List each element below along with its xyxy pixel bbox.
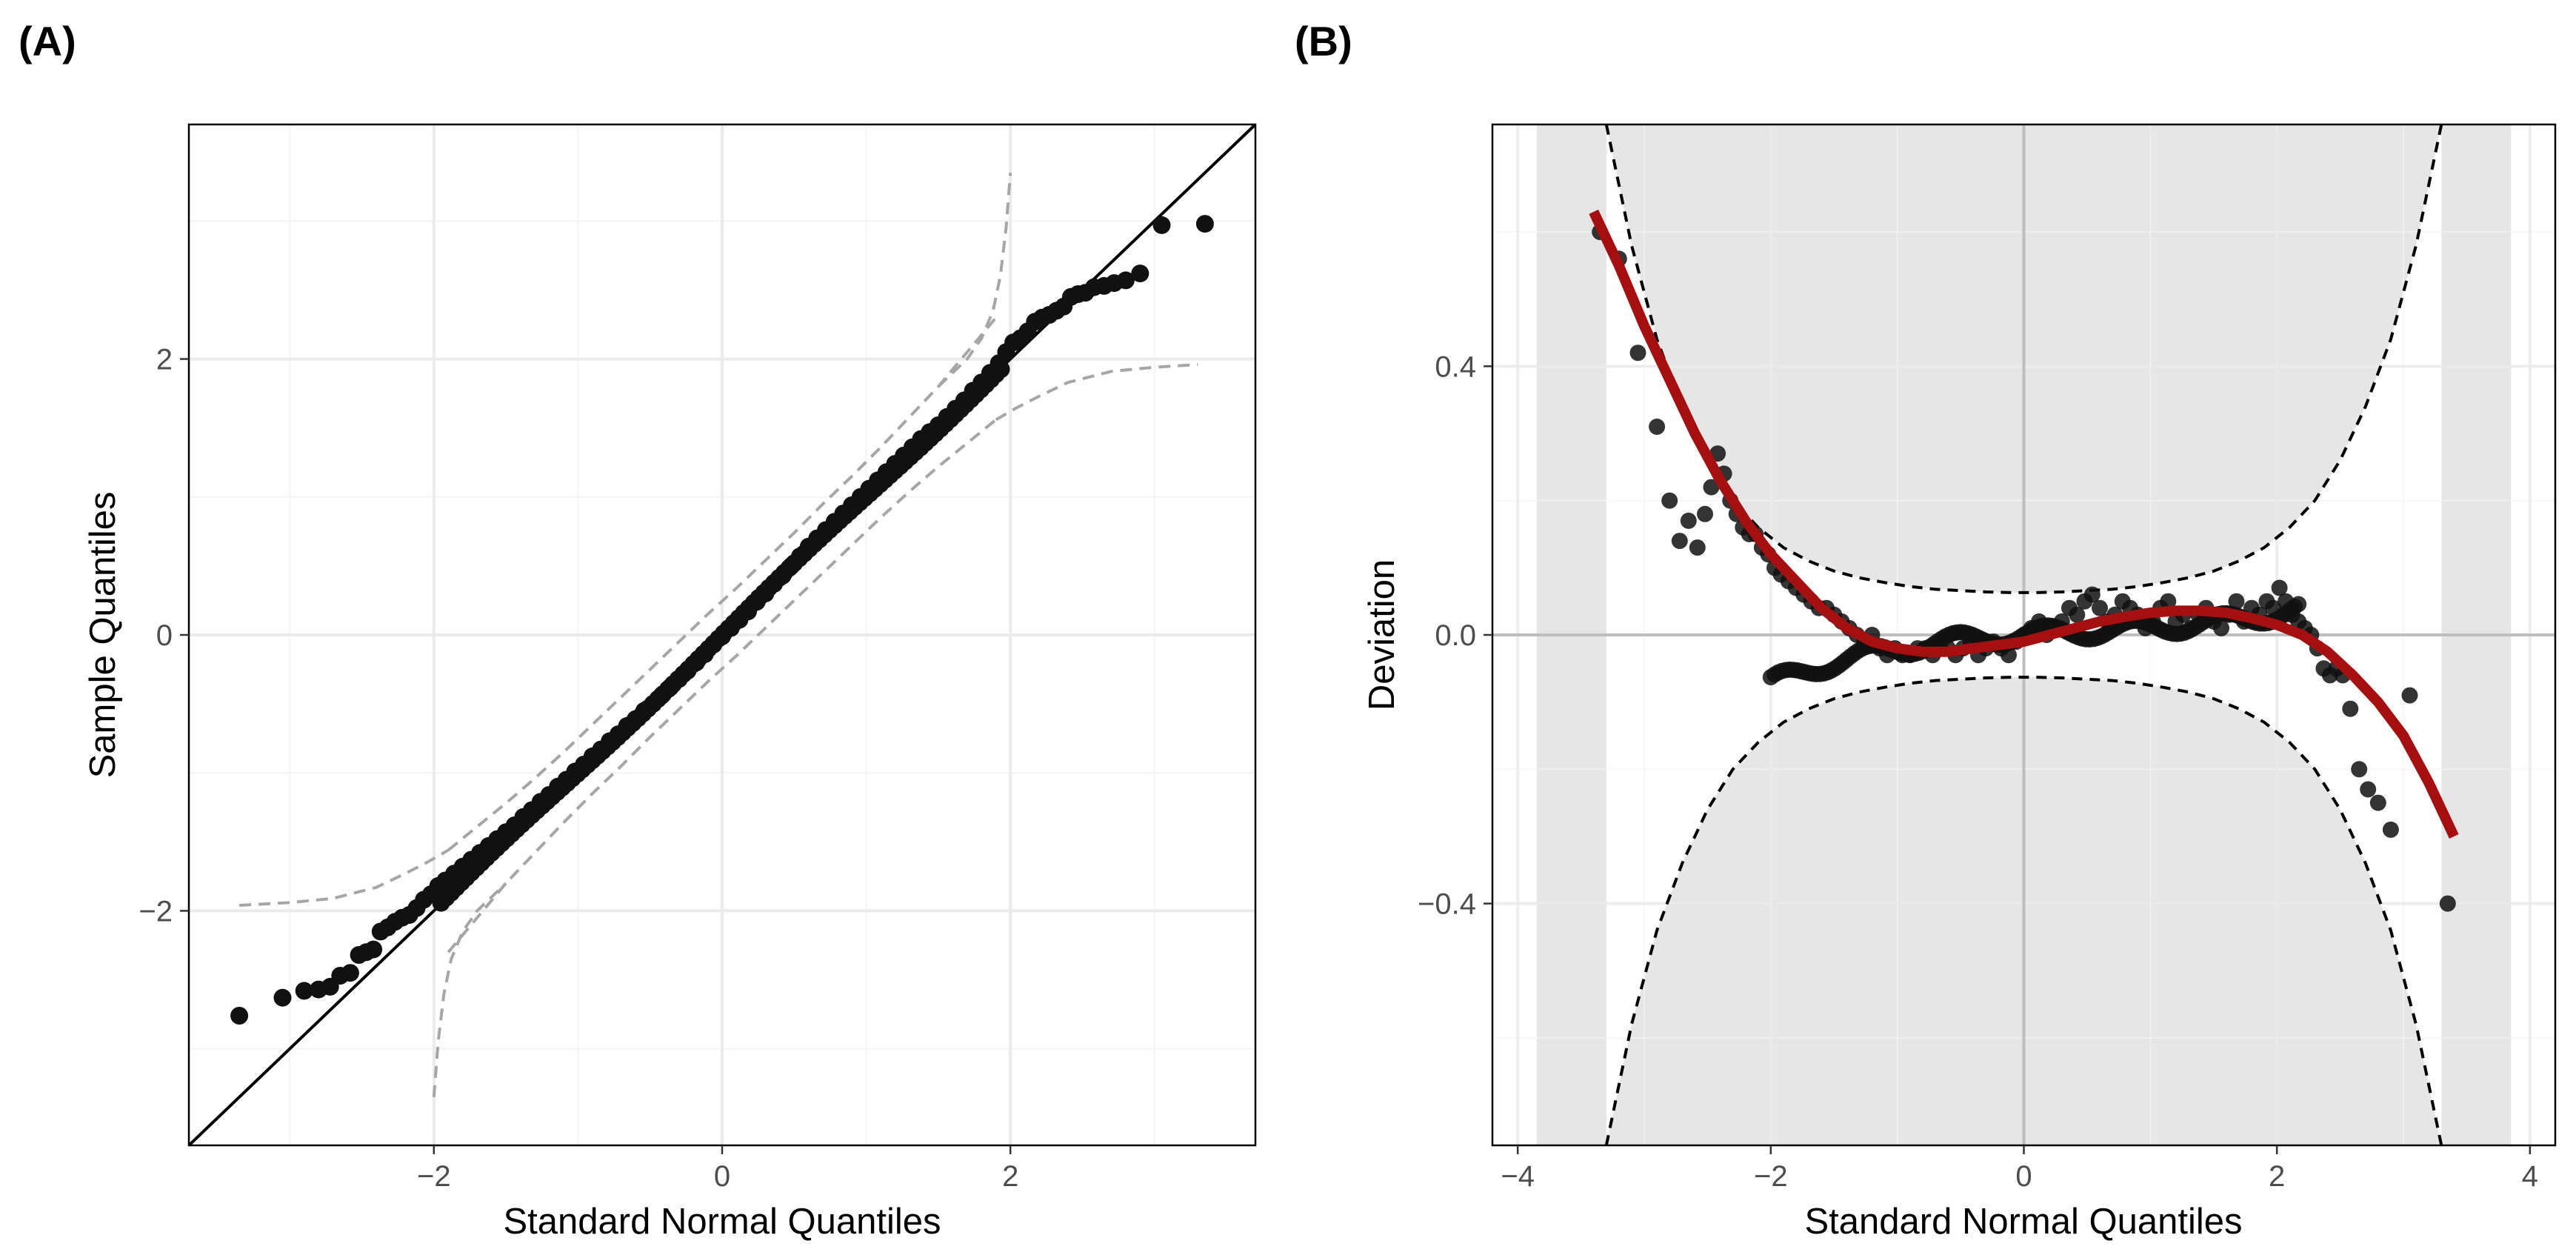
panel-b-point bbox=[1629, 344, 1646, 362]
panel-b-smooth-line bbox=[1589, 209, 2459, 839]
panel-b-y-tick-label: 0.4 bbox=[1435, 350, 1476, 383]
panel-b-point bbox=[2092, 599, 2108, 616]
panel-b-point bbox=[2342, 700, 2359, 717]
panel-b-smooth-curve bbox=[1589, 209, 2459, 839]
panel-a-point bbox=[295, 982, 313, 1000]
panel-b-point bbox=[2360, 781, 2377, 798]
panel-b-point bbox=[1689, 539, 1706, 556]
panel-b-x-tick-label: 2 bbox=[2269, 1160, 2285, 1193]
panel-a-envelope-lower bbox=[447, 418, 997, 953]
panel-b-point bbox=[2069, 606, 2086, 623]
panel-b-envelope-lower bbox=[1604, 676, 2443, 1146]
panel-b-y-axis-title: Deviation bbox=[1362, 559, 1402, 710]
panel-b-point bbox=[2290, 596, 2307, 613]
panel-b-x-tick-label: −4 bbox=[1501, 1160, 1535, 1193]
panel-a-envelope-right-steep bbox=[937, 173, 1012, 388]
panel-b-point bbox=[2351, 761, 2368, 778]
panel-a-label: (A) bbox=[19, 18, 76, 64]
panel-a-confidence-envelope bbox=[238, 173, 1198, 1097]
panel-a-envelope-right-flat bbox=[995, 363, 1198, 422]
panel-b-x-tick-label: 4 bbox=[2522, 1160, 2538, 1193]
panel-a-y-tick-label: −2 bbox=[139, 895, 173, 928]
panel-a-ticks: −2 0 2 −2 0 2 bbox=[139, 344, 1018, 1193]
panel-a-x-axis-title: Standard Normal Quantiles bbox=[503, 1202, 941, 1242]
panel-b-x-tick-label: −2 bbox=[1754, 1160, 1788, 1193]
panel-b-point bbox=[1697, 505, 1713, 522]
panel-b: (B) −4 −2 0 2 4 −0.4 0.0 0.4 Standard Normal Qu… bbox=[1295, 18, 2557, 1242]
panel-a-point bbox=[364, 940, 383, 959]
panel-a-point bbox=[230, 1007, 249, 1025]
panel-a-points bbox=[230, 215, 1214, 1025]
panel-a-y-tick-label: 2 bbox=[156, 344, 173, 376]
panel-a-point bbox=[341, 964, 359, 982]
panel-a-x-tick-label: 2 bbox=[1002, 1160, 1018, 1193]
panel-b-x-tick-label: 0 bbox=[2015, 1160, 2032, 1193]
panel-a-point bbox=[1195, 215, 1214, 233]
panel-b-point bbox=[1703, 479, 1720, 496]
panel-b-label: (B) bbox=[1295, 18, 1352, 64]
panel-b-point bbox=[2401, 687, 2418, 704]
panel-b-point bbox=[2271, 579, 2288, 596]
panel-a-point bbox=[992, 360, 1010, 379]
panel-b-point bbox=[2213, 619, 2229, 636]
panel-b-point bbox=[1661, 492, 1678, 509]
panel-b-point bbox=[2083, 586, 2100, 603]
panel-b-point bbox=[2228, 593, 2245, 610]
panel-b-y-tick-label: 0.0 bbox=[1435, 619, 1476, 652]
panel-b-point bbox=[2160, 593, 2177, 610]
panel-a: (A) −2 0 2 −2 0 2 Standard Normal Quantiles S… bbox=[19, 18, 1257, 1242]
panel-a-envelope-upper bbox=[447, 316, 998, 852]
panel-a-envelope-left-flat bbox=[238, 848, 450, 907]
panel-a-x-tick-label: −2 bbox=[417, 1160, 451, 1193]
panel-a-point bbox=[273, 988, 292, 1007]
panel-a-point bbox=[1116, 271, 1135, 290]
panel-a-y-axis-title: Sample Quantiles bbox=[83, 492, 123, 779]
panel-b-ticks: −4 −2 0 2 4 −0.4 0.0 0.4 bbox=[1418, 350, 2538, 1193]
panel-b-x-axis-title: Standard Normal Quantiles bbox=[1804, 1202, 2242, 1242]
panel-b-point bbox=[2382, 821, 2399, 838]
panel-b-point bbox=[1671, 533, 1688, 550]
panel-b-point bbox=[1680, 512, 1697, 529]
panel-a-envelope-left-steep bbox=[432, 882, 507, 1097]
panel-b-point bbox=[2439, 895, 2456, 912]
panel-b-point bbox=[1649, 419, 1666, 435]
panel-a-y-tick-label: 0 bbox=[156, 619, 173, 652]
panel-a-point bbox=[1152, 216, 1171, 234]
panel-b-point bbox=[2369, 794, 2386, 811]
panel-b-y-tick-label: −0.4 bbox=[1418, 888, 1476, 921]
panel-a-x-tick-label: 0 bbox=[714, 1160, 730, 1193]
panel-a-point bbox=[1131, 264, 1149, 283]
